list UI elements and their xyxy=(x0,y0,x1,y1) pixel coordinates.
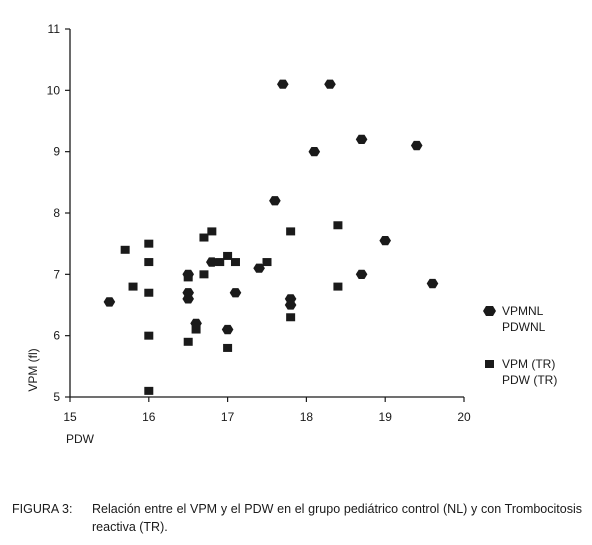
legend-marker-hexagon xyxy=(483,306,496,316)
point-tr xyxy=(199,233,209,242)
point-tr xyxy=(223,343,233,352)
point-tr xyxy=(333,221,343,230)
x-tick-label: 17 xyxy=(221,410,235,424)
point-tr xyxy=(286,313,296,322)
x-axis-label: PDW xyxy=(66,432,95,446)
y-axis-label: VPM (fl) xyxy=(26,348,40,391)
point-nl xyxy=(355,269,368,279)
y-tick-label: 5 xyxy=(53,390,60,404)
point-nl xyxy=(355,134,368,144)
point-tr xyxy=(223,251,233,260)
point-tr xyxy=(183,337,193,346)
point-tr xyxy=(144,331,154,340)
legend-label-tr-line2: PDW (TR) xyxy=(502,373,557,387)
legend: VPMNL PDWNL VPM (TR) PDW (TR) xyxy=(483,304,557,387)
point-tr xyxy=(191,325,201,334)
y-tick-label: 7 xyxy=(53,267,60,281)
point-tr xyxy=(128,282,138,291)
legend-label-nl-line1: VPMNL xyxy=(502,304,544,318)
point-nl xyxy=(182,294,194,304)
y-tick-label: 6 xyxy=(53,329,60,343)
y-axis-ticks: 5 6 7 8 9 10 11 xyxy=(47,22,70,404)
point-tr xyxy=(286,227,296,236)
point-nl xyxy=(410,140,423,151)
point-nl xyxy=(253,263,265,273)
x-tick-label: 16 xyxy=(142,410,156,424)
legend-marker-square xyxy=(485,360,494,368)
scatter-chart: 5 6 7 8 9 10 11 15 16 17 18 19 20 VPM (fl) PDW VPMN… xyxy=(26,22,557,446)
point-nl xyxy=(324,79,336,89)
x-tick-label: 19 xyxy=(379,410,393,424)
y-tick-label: 8 xyxy=(53,206,60,220)
point-nl xyxy=(308,147,321,157)
legend-entry-tr: VPM (TR) PDW (TR) xyxy=(485,357,557,387)
point-tr xyxy=(333,282,343,291)
point-nl xyxy=(269,196,281,206)
data-points xyxy=(103,79,439,395)
point-nl xyxy=(284,300,297,310)
point-tr xyxy=(207,227,217,236)
point-tr xyxy=(144,258,154,267)
x-axis-ticks: 15 16 17 18 19 20 xyxy=(63,397,471,424)
point-tr xyxy=(183,273,193,282)
x-tick-label: 15 xyxy=(63,410,77,424)
point-nl xyxy=(103,297,116,307)
point-nl xyxy=(221,324,234,335)
point-tr xyxy=(120,245,130,254)
y-tick-label: 10 xyxy=(47,83,61,97)
point-nl xyxy=(379,236,391,246)
point-nl xyxy=(229,288,242,298)
point-tr xyxy=(144,239,154,248)
legend-label-nl-line2: PDWNL xyxy=(502,320,546,334)
point-nl xyxy=(277,79,289,89)
legend-label-tr-line1: VPM (TR) xyxy=(502,357,555,371)
y-tick-label: 11 xyxy=(48,22,61,36)
point-nl xyxy=(206,257,218,267)
legend-entry-nl: VPMNL PDWNL xyxy=(483,304,546,334)
caption-text: Relación entre el VPM y el PDW en el gru… xyxy=(92,502,582,534)
point-tr xyxy=(144,386,154,395)
caption-label: FIGURA 3: xyxy=(12,502,73,516)
x-tick-label: 20 xyxy=(457,410,471,424)
point-tr xyxy=(215,258,225,267)
point-nl xyxy=(426,278,439,289)
point-tr xyxy=(262,258,272,267)
point-tr xyxy=(199,270,209,279)
x-tick-label: 18 xyxy=(300,410,314,424)
point-tr xyxy=(144,288,154,297)
point-tr xyxy=(230,258,240,267)
y-tick-label: 9 xyxy=(53,145,60,159)
